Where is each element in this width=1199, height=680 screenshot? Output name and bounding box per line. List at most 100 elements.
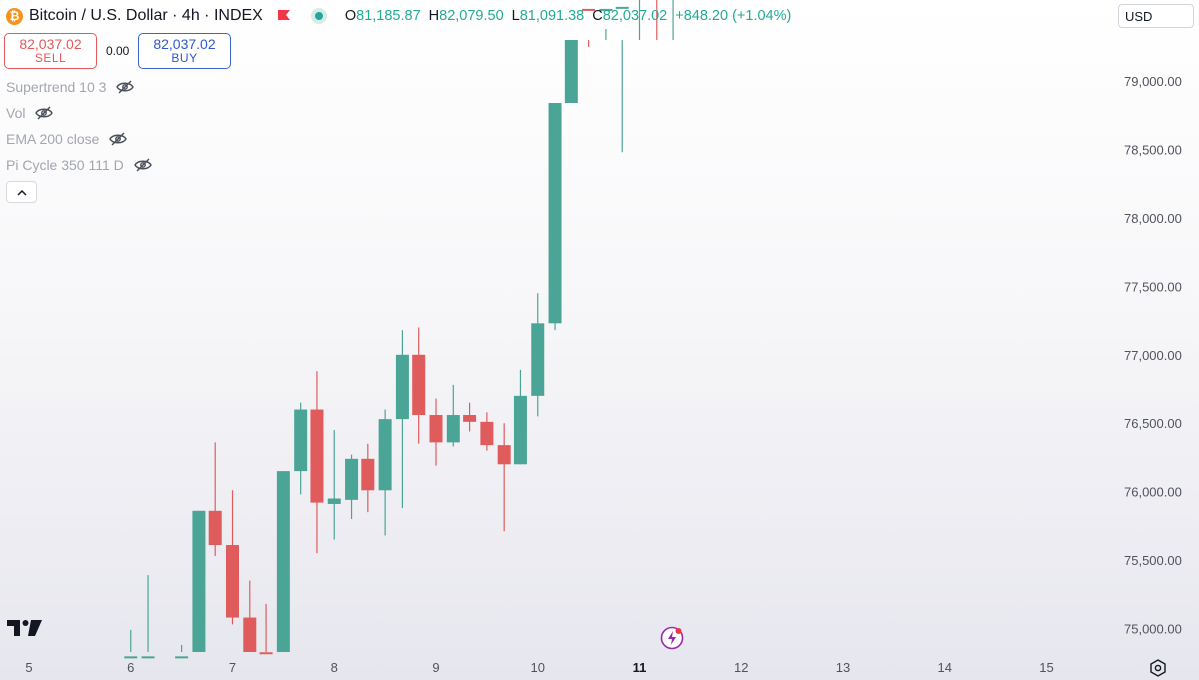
candle [395,330,409,509]
flash-icon[interactable] [660,626,684,650]
candle-body [582,8,596,11]
candle-body [480,421,494,446]
currency-label: USD [1125,8,1153,24]
close-value: 82,037.02 [602,8,668,24]
candle [243,580,257,652]
indicator-vol[interactable]: Vol [6,104,54,122]
y-tick-label: 78,000.00 [1124,211,1182,226]
candle-body [345,458,359,500]
candle [226,490,239,625]
market-status-icon[interactable] [310,8,327,24]
y-tick-label: 76,500.00 [1124,416,1182,431]
time-axis[interactable]: 5 6 7 8 9 10 11 12 13 14 15 [25,660,1053,675]
candle [276,471,290,652]
candle-body [327,498,341,504]
y-tick-label: 78,500.00 [1124,143,1182,158]
chevron-up-icon [16,189,27,196]
buy-price: 82,037.02 [153,36,216,52]
flag-icon[interactable] [277,9,291,23]
close-key: C [592,8,603,24]
symbol-header: ₿ Bitcoin / U.S. Dollar · 4h · INDEX O 8… [6,5,791,27]
sell-button[interactable]: 82,037.02 SELL [4,33,97,69]
currency-select[interactable]: USD [1118,4,1194,28]
candle-body [141,656,155,659]
x-tick-label: 6 [127,660,134,675]
eye-hidden-icon[interactable] [35,106,54,120]
x-tick-label: 5 [25,660,32,675]
spread-value: 0.00 [106,44,130,58]
y-tick-label: 75,000.00 [1124,622,1182,637]
candle [513,369,527,465]
x-tick-label: 15 [1039,660,1053,675]
buy-button[interactable]: 82,037.02 BUY [138,33,231,69]
candle [310,371,324,554]
candle-body [124,656,138,659]
candle-body [615,6,629,9]
x-tick-label: 14 [938,660,952,675]
candle-body [259,652,273,655]
bitcoin-icon: ₿ [6,7,23,25]
low-value: 81,091.38 [519,8,585,24]
indicator-supertrend[interactable]: Supertrend 10 3 [6,78,135,96]
price-axis[interactable]: 83,500.0083,000.0082,500.0082,000.0081,5… [1124,0,1182,637]
indicator-pi-cycle[interactable]: Pi Cycle 350 111 D [6,156,152,174]
high-value: 82,079.50 [439,8,504,24]
ohlc-values: O 81,185.87 H 82,079.50 L 81,091.38 C 82… [345,8,791,24]
y-tick-label: 76,000.00 [1124,485,1182,500]
x-tick-label: 9 [432,660,439,675]
x-tick-label: 13 [836,660,850,675]
change-value: +848.20 (+1.04%) [675,8,792,24]
candle [141,575,155,659]
candle-body [564,40,578,103]
candle [361,443,375,513]
candle [656,0,658,40]
candle [345,454,359,520]
candle-body [378,419,392,491]
y-tick-label: 75,500.00 [1124,553,1182,568]
y-tick-label: 77,500.00 [1124,279,1182,294]
x-tick-label: 7 [229,660,236,675]
sell-price: 82,037.02 [19,36,82,52]
symbol-title[interactable]: Bitcoin / U.S. Dollar · 4h · INDEX [29,7,263,24]
candle [463,402,477,432]
candle-body [361,458,375,491]
candle [124,629,138,659]
buy-label: BUY [171,51,198,65]
indicator-ema[interactable]: EMA 200 close [6,130,128,148]
indicator-label: Supertrend 10 3 [6,79,107,95]
eye-hidden-icon[interactable] [116,80,135,94]
candle [259,603,273,655]
candle-body [497,445,511,465]
low-key: L [511,8,520,24]
open-key: O [344,8,357,24]
candle-body [294,409,308,472]
candle [599,8,613,40]
candle [327,430,341,540]
eye-hidden-icon[interactable] [109,132,128,146]
collapse-legend-button[interactable] [6,181,37,203]
candle [294,402,308,495]
candle [192,510,206,652]
candle [531,293,545,417]
candle-body [513,395,527,465]
candle [638,0,641,40]
candle-body [395,354,409,420]
candle [208,442,222,556]
settings-icon[interactable] [1149,659,1167,677]
high-key: H [428,8,440,24]
candle [480,412,494,451]
candle-body [446,415,460,443]
candle-body [463,415,477,422]
candle [412,327,426,444]
candle [497,423,511,532]
candle-body [175,656,189,659]
tradingview-logo-icon[interactable] [7,619,43,637]
x-tick-label: 8 [331,660,338,675]
sell-label: SELL [34,51,67,65]
candle-body [192,510,206,652]
candle-body [548,102,562,324]
candle-body [208,510,222,546]
eye-hidden-icon[interactable] [133,158,152,172]
candle [615,6,629,153]
